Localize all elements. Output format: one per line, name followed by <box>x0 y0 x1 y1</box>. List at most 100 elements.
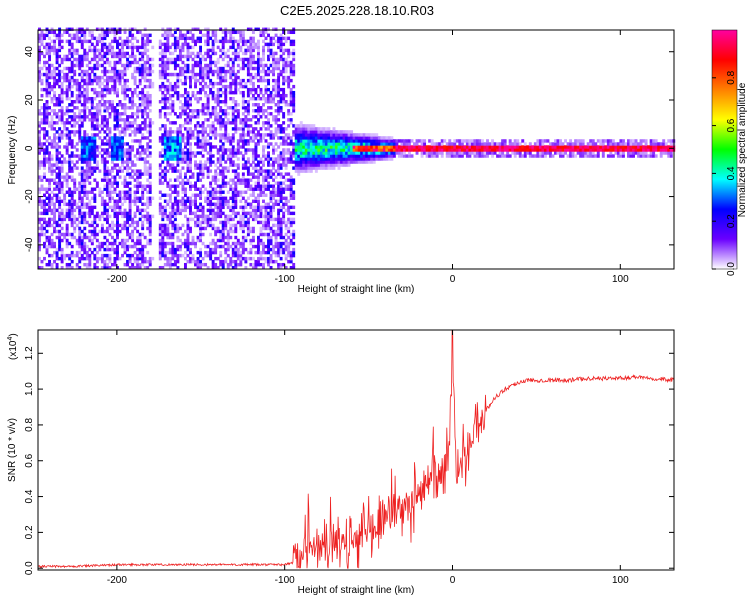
heatmap-cell <box>40 30 44 35</box>
heatmap-cell <box>229 72 233 77</box>
heatmap-cell <box>256 259 260 264</box>
heatmap-cell <box>123 133 127 137</box>
heatmap-cell <box>168 247 172 252</box>
heatmap-cell <box>136 262 140 267</box>
heatmap-cell <box>131 217 135 222</box>
heatmap-cell <box>163 175 167 179</box>
heatmap-cell <box>189 181 192 185</box>
heatmap-cell <box>199 232 203 237</box>
heatmap-cell <box>75 81 79 86</box>
heatmap-cell <box>98 241 102 246</box>
heatmap-cell <box>75 250 79 255</box>
heatmap-cell <box>123 238 127 243</box>
heatmap-cell <box>307 169 311 173</box>
heatmap-cell <box>216 115 220 119</box>
heatmap-cell <box>133 45 137 50</box>
heatmap-cell <box>256 169 260 173</box>
heatmap-cell <box>158 166 162 170</box>
heatmap-cell <box>262 241 265 246</box>
heatmap-cell <box>108 78 112 83</box>
heatmap-cell <box>118 142 122 146</box>
heatmap-cell <box>289 90 293 95</box>
heatmap-cell <box>40 229 44 234</box>
heatmap-cell <box>78 208 82 213</box>
heatmap-cell <box>75 262 79 267</box>
heatmap-cell <box>68 202 72 207</box>
heatmap-cell <box>262 226 265 231</box>
heatmap-cell <box>166 42 170 47</box>
heatmap-cell <box>277 42 281 47</box>
heatmap-cell <box>292 247 296 252</box>
heatmap-cell <box>267 214 270 219</box>
heatmap-cell <box>100 36 104 41</box>
heatmap-cell <box>216 96 220 101</box>
heatmap-cell <box>262 148 265 152</box>
heatmap-cell <box>105 45 109 50</box>
heatmap-cell <box>219 78 223 83</box>
heatmap-cell <box>53 181 57 185</box>
heatmap-cell <box>176 127 180 131</box>
heatmap-cell <box>70 69 74 74</box>
heatmap-cell <box>133 127 137 131</box>
heatmap-cell <box>211 133 215 137</box>
heatmap-cell <box>65 145 69 149</box>
heatmap-cell <box>103 205 107 210</box>
heatmap-cell <box>267 42 270 47</box>
heatmap-cell <box>307 151 311 155</box>
heatmap-cell <box>272 178 276 182</box>
heatmap-cell <box>83 96 87 101</box>
heatmap-cell <box>231 112 235 116</box>
heatmap-cell <box>118 193 122 197</box>
heatmap-cell <box>181 223 185 228</box>
heatmap-cell <box>194 193 197 197</box>
heatmap-cell <box>234 193 238 197</box>
heatmap-cell <box>229 256 233 261</box>
heatmap-cell <box>143 84 147 89</box>
heatmap-cell <box>68 121 72 125</box>
heatmap-cell <box>264 244 268 249</box>
heatmap-cell <box>231 169 235 173</box>
heatmap-cell <box>85 148 89 152</box>
heatmap-cell <box>43 87 46 92</box>
heatmap-cell <box>70 259 74 264</box>
heatmap-cell <box>206 139 210 143</box>
heatmap-cell <box>100 259 104 264</box>
heatmap-cell <box>211 211 215 216</box>
heatmap-cell <box>143 187 147 191</box>
heatmap-cell <box>88 256 92 261</box>
heatmap-cell <box>241 136 245 140</box>
heatmap-cell <box>231 106 235 110</box>
heatmap-cell <box>289 220 293 225</box>
heatmap-cell <box>93 160 97 164</box>
heatmap-cell <box>116 229 119 234</box>
heatmap-cell <box>206 223 210 228</box>
heatmap-cell <box>38 112 41 116</box>
heatmap-cell <box>279 57 283 62</box>
heatmap-cell <box>166 57 170 62</box>
heatmap-cell <box>178 247 182 252</box>
heatmap-cell <box>90 220 94 225</box>
heatmap-cell <box>267 57 270 62</box>
heatmap-cell <box>181 208 185 213</box>
heatmap-cell <box>239 57 243 62</box>
heatmap-cell <box>355 151 359 155</box>
heatmap-cell <box>111 109 114 113</box>
heatmap-cell <box>183 187 187 191</box>
heatmap-cell <box>196 100 200 104</box>
heatmap-cell <box>113 54 117 59</box>
heatmap-cell <box>78 96 82 101</box>
heatmap-cell <box>73 100 77 104</box>
heatmap-cell <box>111 84 114 89</box>
heatmap-cell <box>241 96 245 101</box>
heatmap-cell <box>148 187 152 191</box>
heatmap-cell <box>123 142 127 146</box>
heatmap-cell <box>284 151 288 155</box>
heatmap-cell <box>161 57 165 62</box>
heatmap-cell <box>58 93 62 98</box>
heatmap-cell <box>231 66 235 71</box>
heatmap-cell <box>211 223 215 228</box>
heatmap-cell <box>262 93 265 98</box>
heatmap-cell <box>282 36 286 41</box>
heatmap-cell <box>45 187 49 191</box>
heatmap-cell <box>163 262 167 267</box>
